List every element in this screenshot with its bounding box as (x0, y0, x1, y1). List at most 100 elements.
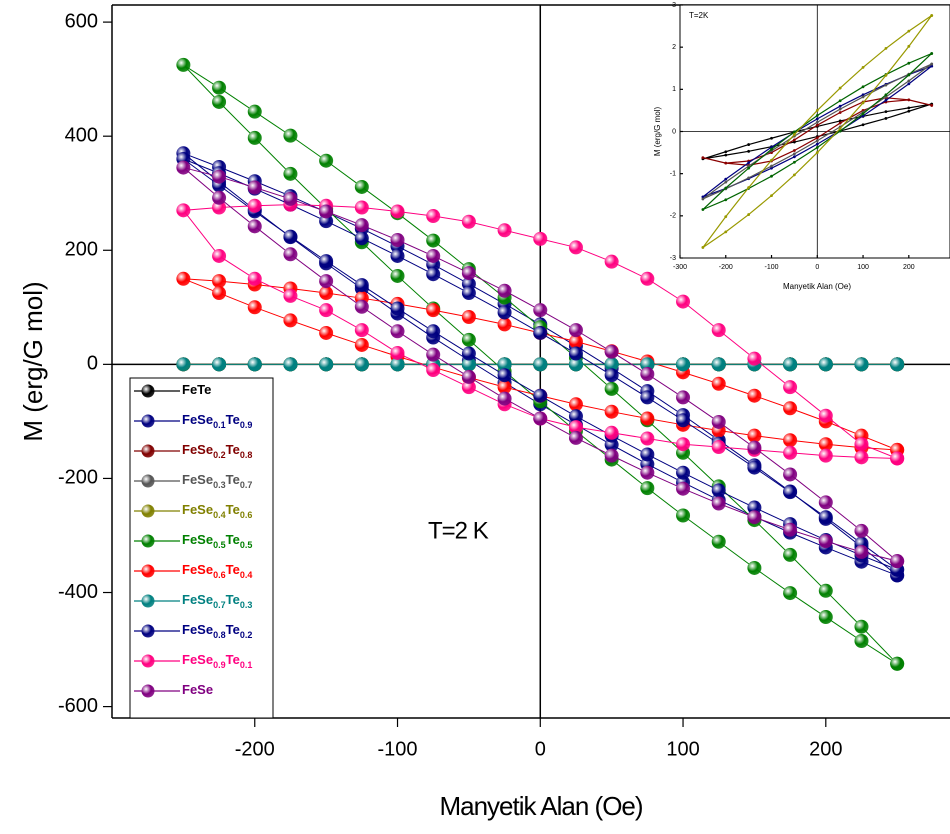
data-point (568, 323, 583, 338)
data-point (815, 114, 819, 117)
data-point (747, 176, 751, 180)
data-point (747, 388, 762, 403)
data-point (283, 288, 298, 303)
data-point (461, 332, 476, 347)
data-point (907, 61, 911, 65)
data-point (747, 164, 751, 168)
data-point (461, 214, 476, 229)
data-point (861, 93, 865, 97)
legend-marker (141, 444, 155, 458)
x-axis-label: Manyetik Alan (Oe) (783, 282, 851, 291)
data-point (711, 357, 726, 372)
data-point (497, 391, 512, 406)
data-point (838, 104, 842, 108)
data-point (676, 390, 691, 405)
data-point (176, 57, 191, 72)
data-point (747, 428, 762, 443)
data-point (319, 325, 334, 340)
data-point (354, 337, 369, 352)
data-point (711, 323, 726, 338)
data-point (884, 93, 888, 97)
data-point (783, 380, 798, 395)
data-point (676, 508, 691, 523)
data-point (890, 656, 905, 671)
data-point (426, 347, 441, 362)
data-point (354, 200, 369, 215)
data-point (854, 545, 869, 560)
data-point (818, 610, 833, 625)
data-point (793, 155, 796, 159)
data-point (568, 420, 583, 435)
data-point (461, 346, 476, 361)
y-tick-label: 1 (672, 86, 676, 93)
data-point (283, 229, 298, 244)
x-tick-label: -200 (719, 264, 733, 271)
data-point (390, 324, 405, 339)
data-point (854, 633, 869, 648)
legend-label: FeTe (182, 382, 211, 397)
legend-marker (141, 624, 155, 638)
data-point (461, 369, 476, 384)
data-point (247, 198, 262, 213)
legend-label: FeSe0.9Te0.1 (182, 652, 252, 670)
data-point (533, 325, 548, 340)
data-point (319, 153, 334, 168)
data-point (890, 451, 905, 466)
legend-marker (141, 654, 155, 668)
x-tick-label: -300 (673, 264, 687, 271)
data-point (319, 204, 334, 219)
data-point (354, 323, 369, 338)
data-point (783, 547, 798, 562)
data-point (747, 560, 762, 575)
data-point (770, 158, 773, 162)
annotation: T=2 K (428, 517, 489, 544)
data-point (907, 109, 911, 113)
data-point (747, 500, 762, 515)
data-point (711, 414, 726, 429)
x-tick-label: 0 (815, 264, 819, 271)
data-point (815, 123, 819, 127)
data-point (818, 408, 833, 423)
data-point (747, 166, 751, 170)
data-point (930, 14, 934, 17)
data-point (861, 95, 865, 99)
data-point (815, 146, 819, 149)
data-point (783, 485, 798, 500)
data-point (497, 317, 512, 332)
data-point (568, 346, 583, 361)
data-point (930, 103, 934, 107)
data-point (640, 431, 655, 446)
data-point (604, 425, 619, 440)
data-point (426, 209, 441, 224)
legend-marker (141, 474, 155, 488)
legend-marker (141, 384, 155, 398)
data-point (818, 448, 833, 463)
data-point (747, 460, 762, 475)
data-point (818, 437, 833, 452)
data-point (783, 522, 798, 537)
data-point (890, 554, 905, 569)
data-point (390, 301, 405, 316)
data-point (907, 98, 911, 102)
data-point (640, 357, 655, 372)
data-point (861, 112, 865, 116)
data-point (390, 233, 405, 248)
data-point (568, 409, 583, 424)
data-point (283, 191, 298, 206)
data-point (815, 151, 819, 154)
data-point (283, 166, 298, 181)
data-point (724, 153, 728, 157)
data-point (838, 107, 842, 111)
data-point (701, 208, 705, 211)
legend-label: FeSe0.7Te0.3 (182, 592, 252, 610)
data-point (747, 186, 751, 189)
data-point (604, 254, 619, 269)
data-point (793, 130, 796, 134)
data-point (354, 231, 369, 246)
data-point (426, 303, 441, 318)
data-point (711, 376, 726, 391)
data-point (815, 139, 819, 143)
data-point (815, 109, 819, 112)
data-point (604, 448, 619, 463)
y-tick-label: -1 (670, 171, 676, 178)
